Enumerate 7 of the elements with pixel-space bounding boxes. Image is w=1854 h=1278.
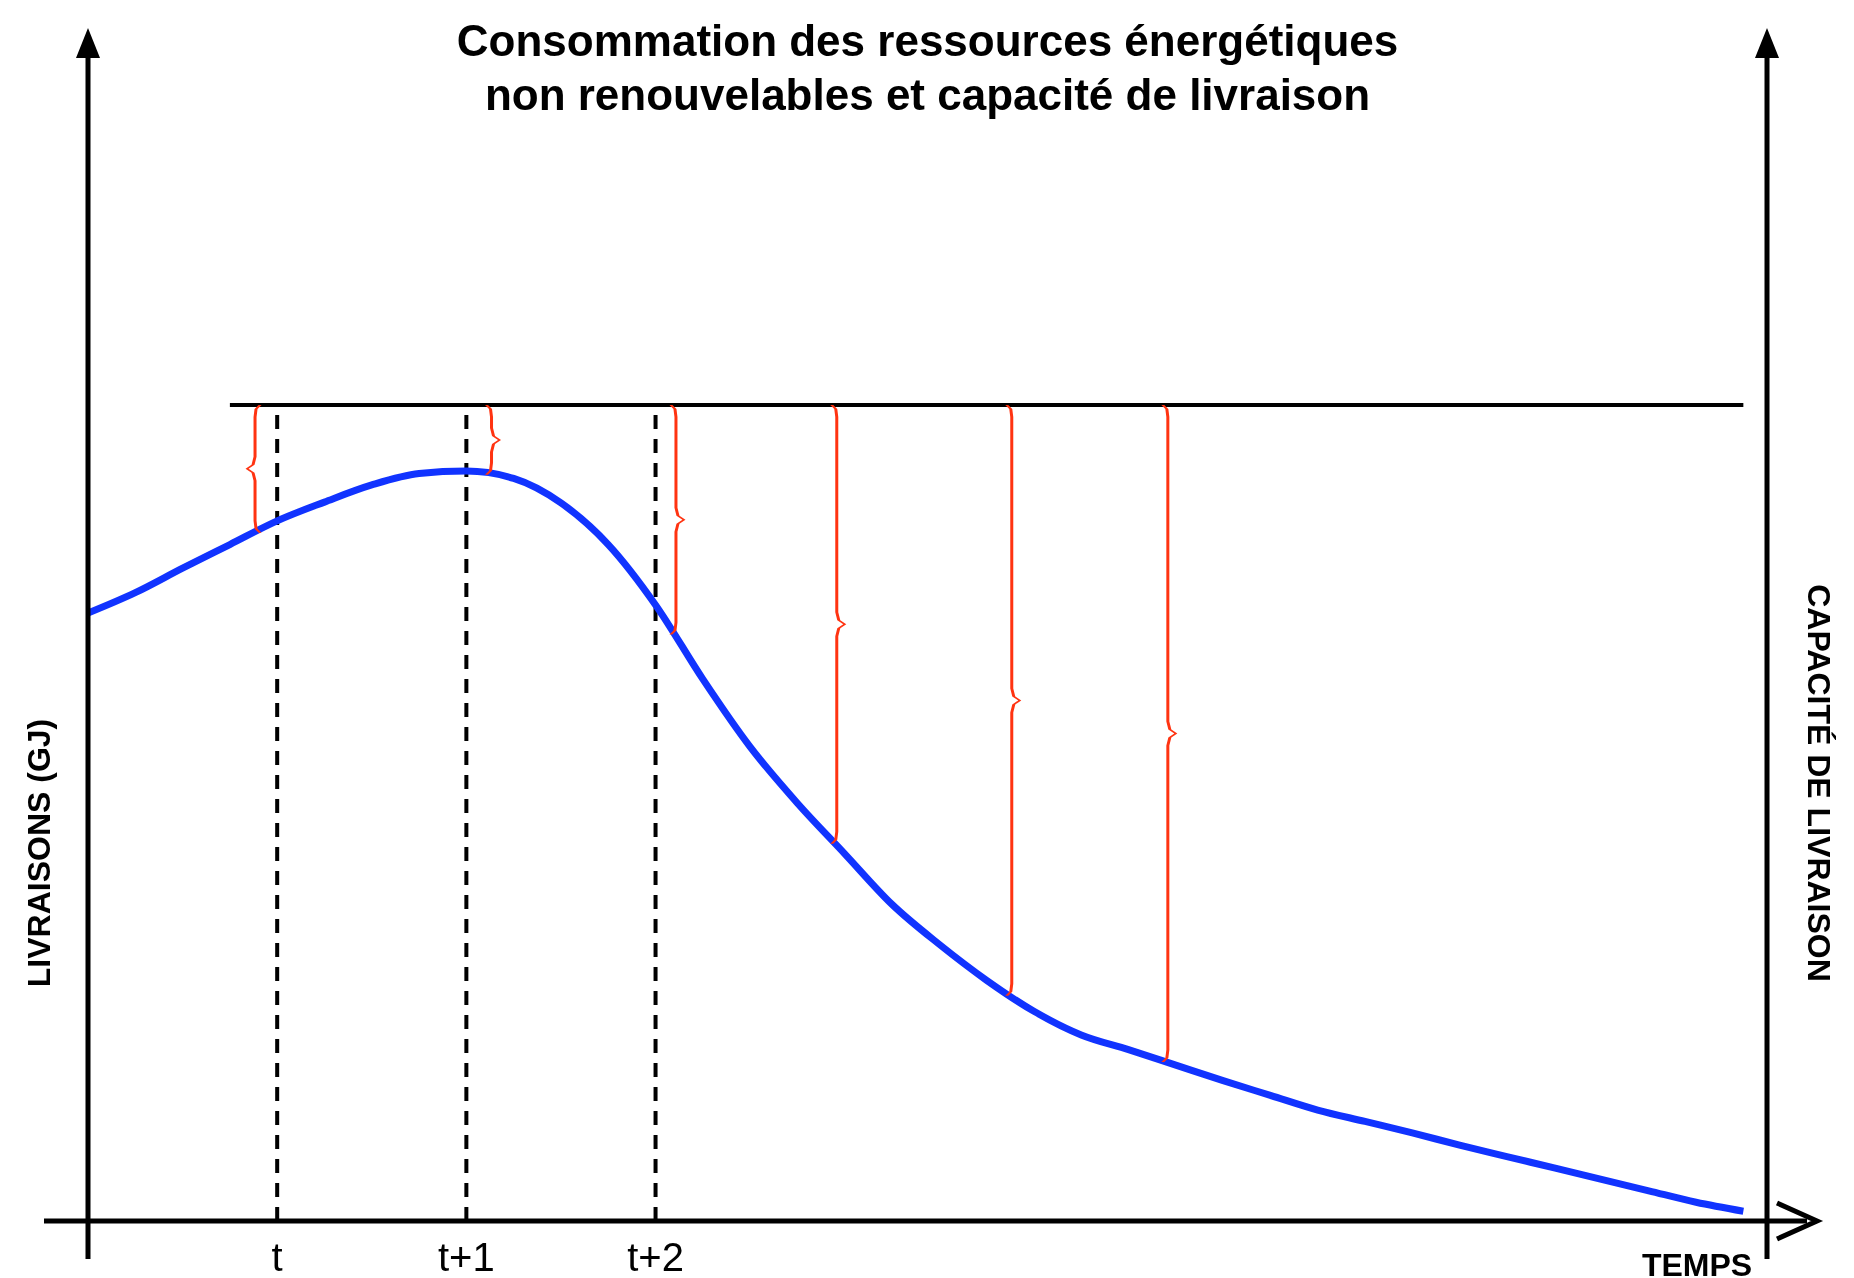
- chart-title: Consommation des ressources énergétiques non renouvelables et capacité de livraison: [456, 16, 1399, 119]
- x-axis-title: TEMPS: [1641, 1247, 1753, 1278]
- x-tick-label: t+2: [627, 1235, 684, 1278]
- x-tick-label: t+1: [438, 1235, 495, 1278]
- y-axis-title: LIVRAISONS (GJ): [21, 718, 57, 988]
- x-tick-label: t: [271, 1235, 283, 1278]
- y2-axis-title: CAPACITÉ DE LIVRAISON: [1801, 584, 1837, 982]
